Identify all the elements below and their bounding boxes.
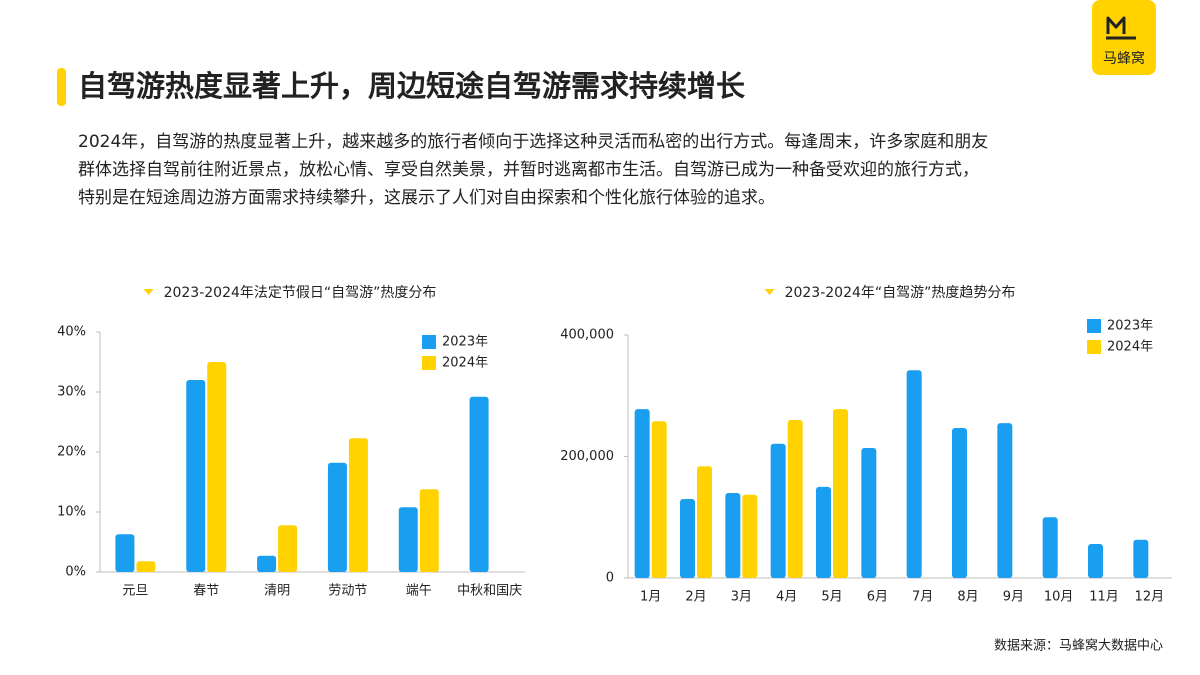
bar [278,525,298,572]
bar [952,427,967,578]
bar [680,499,695,578]
legend-label: 2024年 [442,356,488,371]
y-tick-label: 0% [65,565,86,580]
legend-swatch [1087,319,1101,333]
bar [1042,517,1058,578]
x-tick-label: 7月 [912,590,933,605]
bar [327,462,347,572]
chart-title: 2023-2024年“自驾游”热度趋势分布 [785,285,1016,301]
bar [186,380,206,572]
bar [348,438,368,572]
bar [398,507,418,572]
x-tick-label: 3月 [731,590,752,605]
bar [207,362,227,572]
y-tick-label: 200,000 [560,449,614,464]
x-tick-label: 1月 [640,590,661,605]
y-tick-label: 0 [606,571,614,586]
bar [861,447,877,578]
x-tick-label: 12月 [1135,590,1165,605]
bar [1088,543,1103,578]
source-note: 数据来源：马蜂窝大数据中心 [994,638,1163,654]
legend-swatch [422,356,436,370]
legend-swatch [422,335,436,349]
bar [469,396,489,572]
x-tick-label: 8月 [957,590,978,605]
bar [997,423,1013,578]
x-tick-label: 元旦 [122,584,148,599]
bar [725,492,741,578]
chart-title: 2023-2024年法定节假日“自驾游”热度分布 [164,285,437,301]
bar [651,421,667,578]
title-accent [57,68,66,106]
x-tick-label: 端午 [406,584,432,599]
x-tick-label: 5月 [821,590,842,605]
x-tick-label: 10月 [1044,590,1074,605]
y-tick-label: 30% [57,385,86,400]
bar [833,409,848,578]
y-tick-label: 10% [57,505,86,520]
x-tick-label: 清明 [264,584,290,599]
bar [136,561,156,572]
legend-label: 2024年 [1107,340,1153,355]
paragraph-line: 群体选择自驾前往附近景点，放松心情、享受自然美景，并暂时逃离都市生活。自驾游已成… [78,160,979,180]
x-tick-label: 11月 [1089,590,1119,605]
title-marker [764,289,775,295]
bar [770,443,786,578]
logo-icon [1106,16,1136,40]
x-tick-label: 9月 [1003,590,1024,605]
title-marker [143,289,154,295]
legend-label: 2023年 [1107,319,1153,334]
bar [787,420,803,578]
x-tick-label: 中秋和国庆 [457,584,522,599]
bar [419,489,439,572]
bar [816,486,831,578]
bar [697,466,712,578]
slide-title: 自驾游热度显著上升，周边短途自驾游需求持续增长 [78,69,746,103]
bar [742,494,758,578]
x-tick-label: 春节 [193,584,219,599]
bar [115,534,135,572]
x-tick-label: 4月 [776,590,797,605]
logo-text: 马蜂窝 [1103,50,1145,67]
paragraph-line: 2024年，自驾游的热度显著上升，越来越多的旅行者倾向于选择这种灵活而私密的出行… [78,132,988,152]
bar [1133,539,1149,578]
bar [257,555,277,572]
y-tick-label: 20% [57,445,86,460]
bar [906,370,922,578]
legend-swatch [1087,340,1101,354]
x-tick-label: 2月 [685,590,706,605]
bar [634,409,650,578]
paragraph-line: 特别是在短途周边游方面需求持续攀升，这展示了人们对自由探索和个性化旅行体验的追求… [78,188,775,208]
x-tick-label: 6月 [867,590,888,605]
y-tick-label: 400,000 [560,328,614,343]
x-tick-label: 劳动节 [328,583,367,599]
legend-label: 2023年 [442,335,488,350]
y-tick-label: 40% [57,325,86,340]
